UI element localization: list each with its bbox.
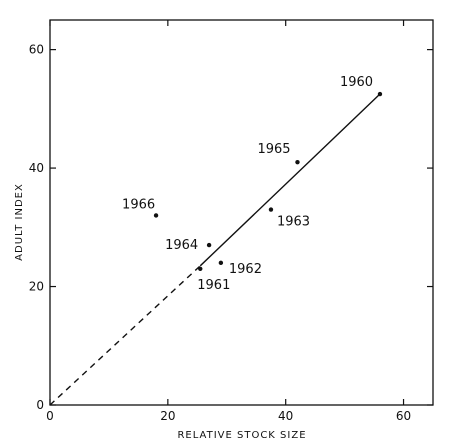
data-point-1965 <box>295 159 300 165</box>
x-tick-label: 20 <box>160 409 175 423</box>
data-point-1966 <box>153 213 159 218</box>
data-point-label-1966: 1966 <box>122 197 155 212</box>
y-tick-label: 60 <box>29 43 44 57</box>
plot-area: 0 20 40 60 0 20 40 60 1960 1965 1963 1966 1964 196219… <box>29 19 434 423</box>
data-point-1963 <box>268 207 274 212</box>
x-tick-label: 40 <box>278 409 293 423</box>
plot-frame <box>49 19 434 406</box>
x-tick-label: 0 <box>46 409 54 423</box>
fit-line-solid <box>199 93 381 267</box>
data-point-1960 <box>377 91 383 97</box>
fit-line-dashed <box>49 265 201 406</box>
y-tick-label: 40 <box>29 161 44 175</box>
x-tick-label: 60 <box>396 409 411 423</box>
data-point-label-1961: 1961 <box>197 278 230 293</box>
y-axis-label: ADULT INDEX <box>14 183 25 261</box>
data-point-1964 <box>206 242 212 248</box>
y-tick-label: 20 <box>29 280 44 294</box>
data-point-label-1960: 1960 <box>340 75 373 90</box>
data-point-1961 <box>198 266 203 271</box>
data-point-label-1963: 1963 <box>277 215 310 230</box>
data-point-1962 <box>218 260 224 266</box>
data-point-label-1965: 1965 <box>257 142 290 157</box>
data-point-label-1962: 1962 <box>229 262 262 277</box>
x-axis-label: RELATIVE STOCK SIZE <box>177 430 306 441</box>
y-tick-label: 0 <box>36 398 44 412</box>
data-point-label-1964: 1964 <box>165 238 198 253</box>
